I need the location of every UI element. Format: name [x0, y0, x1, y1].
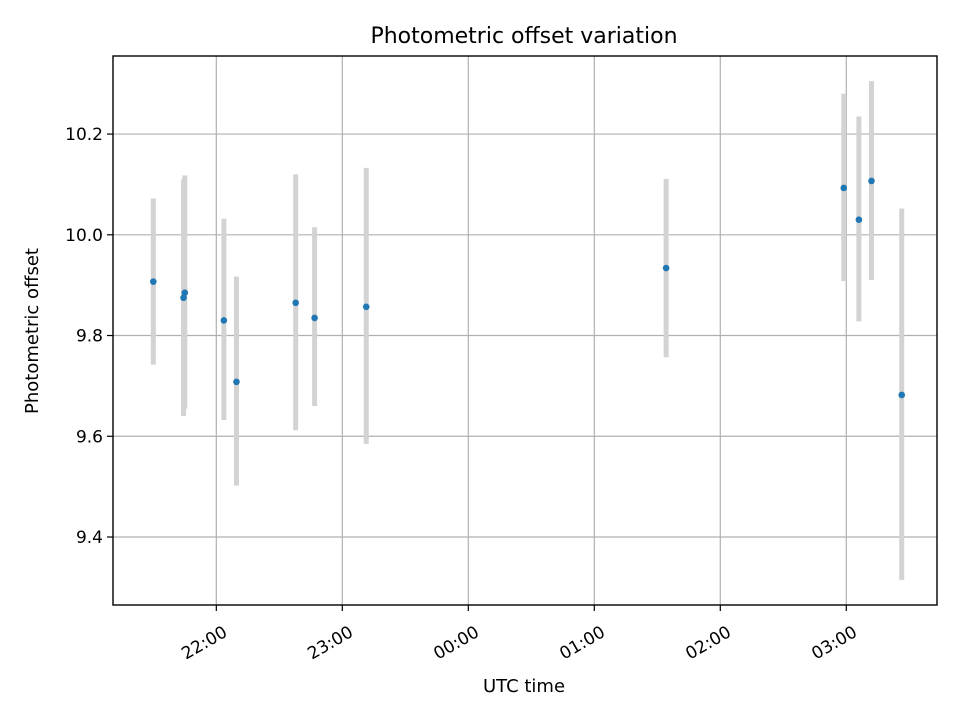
- data-point: [311, 314, 318, 322]
- data-point: [180, 294, 187, 302]
- y-tick-label: 10.2: [65, 125, 103, 145]
- data-point: [898, 391, 906, 399]
- error-bar-layer: [150, 81, 905, 580]
- x-tick-label: 01:00: [556, 622, 608, 664]
- data-point: [362, 303, 370, 311]
- x-axis-label: UTC time: [483, 676, 565, 697]
- data-point: [855, 216, 863, 223]
- grid-layer: [113, 56, 937, 605]
- x-tick-label: 02:00: [682, 622, 734, 664]
- x-tick-label: 22:00: [178, 622, 230, 664]
- x-tick-label: 23:00: [304, 622, 356, 664]
- data-point: [181, 289, 189, 297]
- y-tick-label: 9.8: [76, 327, 103, 347]
- y-tick-label: 10.0: [65, 226, 103, 246]
- plot-frame: [112, 55, 938, 606]
- data-point: [868, 177, 875, 185]
- x-tick-label: 03:00: [808, 622, 860, 664]
- data-point: [233, 378, 240, 386]
- data-point: [292, 299, 299, 307]
- x-tick-label: 00:00: [430, 622, 482, 664]
- chart-title: Photometric offset variation: [370, 24, 677, 49]
- data-point: [662, 264, 670, 272]
- data-point: [220, 317, 228, 324]
- data-point: [840, 184, 848, 192]
- y-tick-label: 9.4: [76, 528, 103, 548]
- y-tick-label: 9.6: [76, 427, 103, 447]
- data-point-layer: [150, 177, 906, 399]
- y-axis-label: Photometric offset: [22, 248, 43, 414]
- data-point: [150, 278, 157, 285]
